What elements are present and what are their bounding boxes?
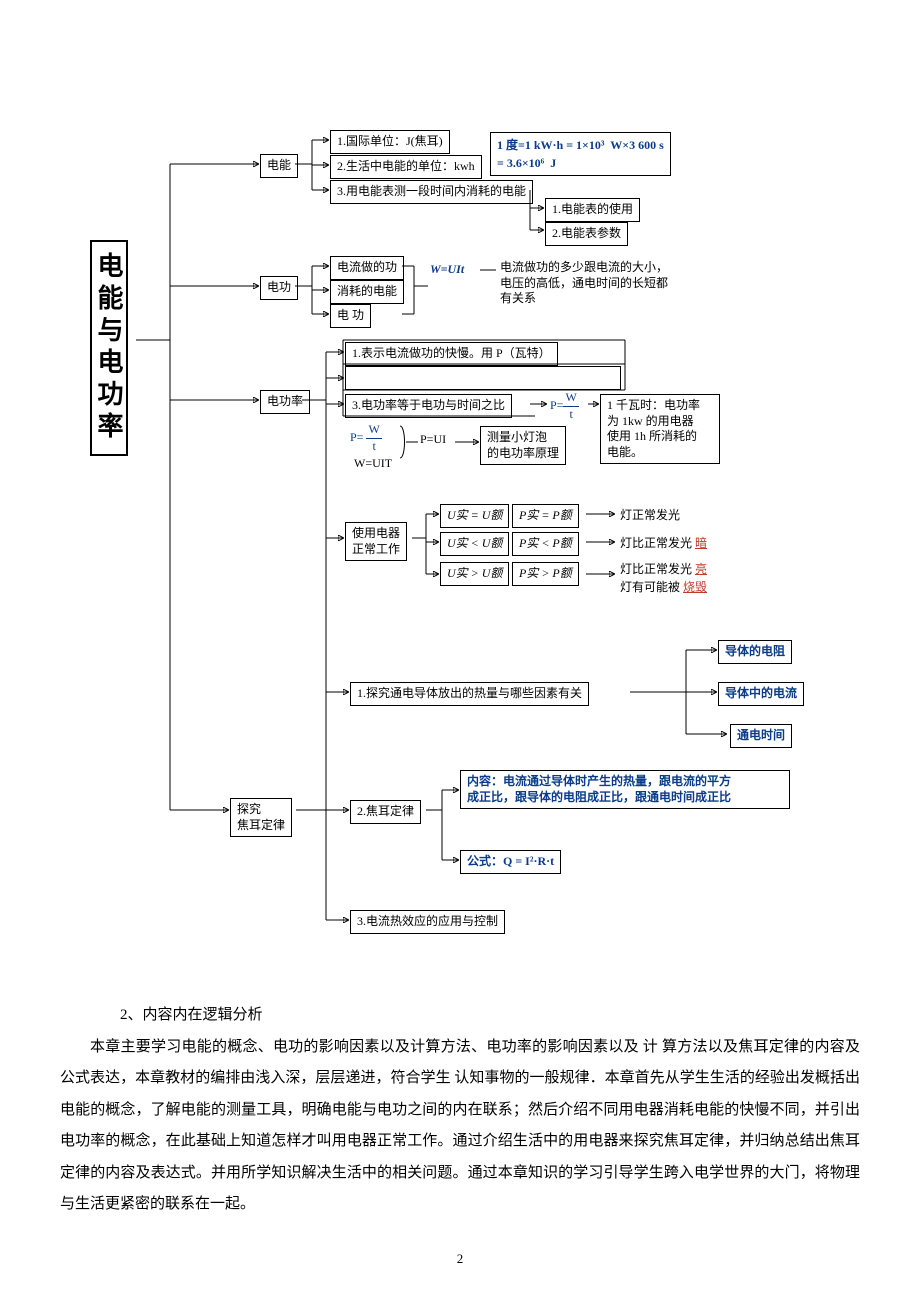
jl-item2: 2.焦耳定律 bbox=[350, 800, 421, 824]
ee-meter2: 2.电能表参数 bbox=[545, 222, 628, 246]
ep-wuit: W=UIT bbox=[354, 456, 392, 472]
section-heading: 2、内容内在逻辑分析 bbox=[60, 1000, 860, 1032]
ee-item2: 2.生活中电能的单位：kwh bbox=[330, 155, 482, 179]
nw-p1: P实 = P额 bbox=[512, 504, 579, 528]
jl-factor1: 导体的电阻 bbox=[718, 640, 792, 664]
jl-content: 内容：电流通过导体时产生的热量，跟电流的平方 成正比，跟导体的电阻成正比，跟通电… bbox=[460, 770, 790, 809]
nw-u1: U实 = U额 bbox=[440, 504, 509, 528]
page-number: 2 bbox=[60, 1251, 860, 1267]
nw-p3: P实 > P额 bbox=[512, 562, 579, 586]
nw-n4: 灯有可能被 烧毁 bbox=[620, 580, 707, 596]
ep-p-wt-frac: P=Wt bbox=[550, 390, 579, 422]
ee-item3: 3.用电能表测一段时间内消耗的电能 bbox=[330, 180, 533, 204]
ep-kwh: 1 千瓦时：电功率 为 1kw 的用电器 使用 1h 所消耗的 电能。 bbox=[600, 394, 720, 464]
ew-sub1: 电流做的功 bbox=[330, 256, 404, 280]
body-text: 2、内容内在逻辑分析 本章主要学习电能的概念、电功的影响因素以及计算方法、电功率… bbox=[60, 1000, 860, 1221]
nw-u3: U实 > U额 bbox=[440, 562, 509, 586]
page: 电能与电功率 电能 电功 电功率 探究 焦耳定律 1.国际单位：J(焦耳) 2.… bbox=[0, 0, 920, 1307]
ep-pui: P=UI bbox=[420, 432, 446, 448]
ep-item3: 3.电功率等于电功与时间之比 bbox=[345, 394, 512, 418]
ew-formula: W=UIt bbox=[430, 262, 464, 278]
root-node: 电能与电功率 bbox=[90, 240, 128, 456]
jl-formula: 公式：Q = I²·R·t bbox=[460, 850, 561, 874]
nw-n1: 灯正常发光 bbox=[620, 508, 680, 524]
ew-note: 电流做功的多少跟电流的大小， 电压的高低，通电时间的长短都 有关系 bbox=[500, 260, 668, 307]
ew-sub2: 消耗的电能 bbox=[330, 280, 404, 304]
node-electric-energy: 电能 bbox=[260, 154, 298, 178]
ee-meter1: 1.电能表的使用 bbox=[545, 198, 640, 222]
ew-sub3: 电 功 bbox=[330, 304, 371, 328]
node-electric-power: 电功率 bbox=[260, 390, 310, 414]
nw-n3: 灯比正常发光 亮 bbox=[620, 562, 707, 578]
concept-diagram: 电能与电功率 电能 电功 电功率 探究 焦耳定律 1.国际单位：J(焦耳) 2.… bbox=[90, 110, 870, 990]
ee-conversion: 1 度=1 kW·h = 1×10³ W×3 600 s = 3.6×10⁶ J bbox=[490, 132, 671, 176]
jl-factor3: 通电时间 bbox=[730, 724, 792, 748]
jl-item3: 3.电流热效应的应用与控制 bbox=[350, 910, 505, 934]
nw-p2: P实 < P额 bbox=[512, 532, 579, 556]
nw-n2: 灯比正常发光 暗 bbox=[620, 536, 707, 552]
nw-u2: U实 < U额 bbox=[440, 532, 509, 556]
ep-measure: 测量小灯泡 的电功率原理 bbox=[480, 426, 566, 465]
node-electric-work: 电功 bbox=[260, 276, 298, 300]
node-joule-law: 探究 焦耳定律 bbox=[230, 798, 292, 837]
jl-factor2: 导体中的电流 bbox=[718, 682, 804, 706]
section-para: 本章主要学习电能的概念、电功的影响因素以及计算方法、电功率的影响因素以及 计 算… bbox=[60, 1032, 860, 1221]
ep-normal-label: 使用电器 正常工作 bbox=[345, 522, 407, 561]
jl-item1: 1.探究通电导体放出的热量与哪些因素有关 bbox=[350, 682, 589, 706]
ep-item1: 1.表示电流做功的快慢。用 P（瓦特） bbox=[345, 342, 558, 366]
ee-item1: 1.国际单位：J(焦耳) bbox=[330, 130, 450, 154]
ep-p-wt: P= Wt bbox=[350, 422, 382, 454]
